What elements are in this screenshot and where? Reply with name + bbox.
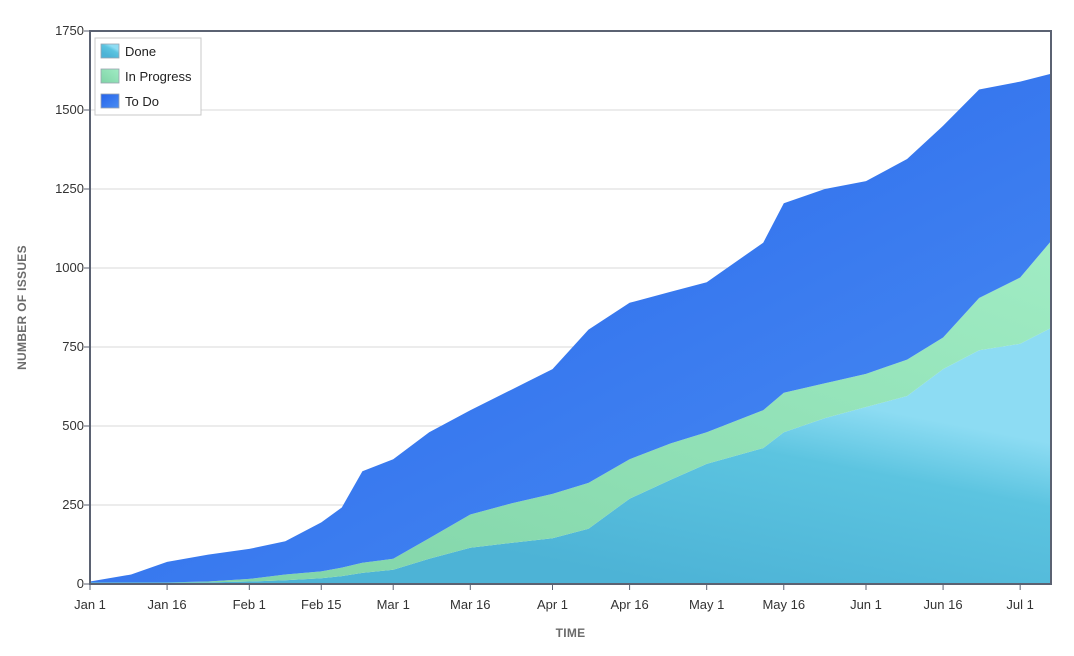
y-tick-label: 1500 bbox=[55, 102, 84, 117]
legend-swatch-done bbox=[100, 43, 120, 59]
y-tick-label: 1250 bbox=[55, 181, 84, 196]
area-series bbox=[90, 73, 1051, 584]
x-tick-label: May 1 bbox=[689, 597, 724, 612]
x-tick-label: Feb 1 bbox=[233, 597, 266, 612]
y-tick-label: 750 bbox=[62, 339, 84, 354]
legend-label-to-do: To Do bbox=[125, 94, 159, 109]
y-tick-label: 250 bbox=[62, 497, 84, 512]
area-in-progress bbox=[90, 241, 1051, 583]
y-axis-ticks: 0 250 500 750 1000 1250 1500 1750 bbox=[55, 23, 90, 591]
x-tick-label: Jan 16 bbox=[148, 597, 187, 612]
legend: Done In Progress To Do bbox=[94, 37, 202, 116]
y-tick-label: 1750 bbox=[55, 23, 84, 38]
x-tick-label: Mar 1 bbox=[377, 597, 410, 612]
y-tick-label: 1000 bbox=[55, 260, 84, 275]
x-tick-label: Apr 1 bbox=[537, 597, 568, 612]
plot-frame bbox=[89, 30, 1052, 585]
x-tick-label: Mar 16 bbox=[450, 597, 490, 612]
x-axis-ticks: Jan 1 Jan 16 Feb 1 Feb 15 Mar 1 Mar 16 Apr 1 Ap… bbox=[74, 584, 1034, 612]
area-done bbox=[90, 328, 1051, 584]
legend-swatch-in-progress bbox=[100, 68, 120, 84]
x-tick-label: Jan 1 bbox=[74, 597, 106, 612]
x-tick-label: Jun 16 bbox=[924, 597, 963, 612]
y-axis-title: NUMBER OF ISSUES bbox=[15, 245, 29, 370]
x-axis-title: TIME bbox=[556, 626, 586, 640]
area-to-do bbox=[90, 73, 1051, 583]
x-tick-label: Feb 15 bbox=[301, 597, 341, 612]
x-tick-label: Apr 16 bbox=[610, 597, 648, 612]
x-tick-label: Jun 1 bbox=[850, 597, 882, 612]
x-tick-label: May 16 bbox=[762, 597, 805, 612]
y-tick-label: 500 bbox=[62, 418, 84, 433]
y-tick-label: 0 bbox=[77, 576, 84, 591]
x-tick-label: Jul 1 bbox=[1006, 597, 1033, 612]
legend-label-in-progress: In Progress bbox=[125, 69, 192, 84]
legend-swatch-to-do bbox=[100, 93, 120, 109]
legend-label-done: Done bbox=[125, 44, 156, 59]
